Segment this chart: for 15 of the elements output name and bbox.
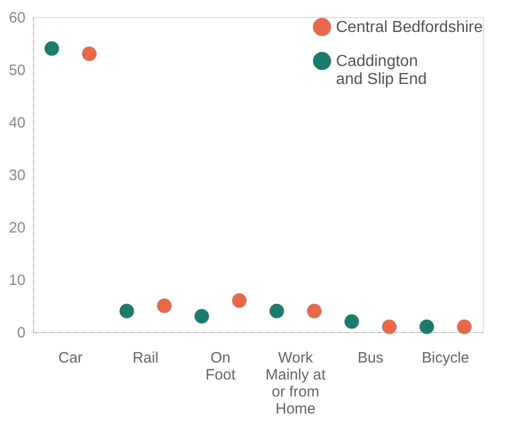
y-tick-label: 60 — [8, 10, 26, 26]
x-tick-label: Rail — [132, 350, 158, 366]
y-tick-label: 40 — [8, 114, 26, 132]
y-tick-label: 50 — [8, 62, 26, 79]
x-tick-label: Bicycle — [422, 350, 470, 366]
legend-label: Central Bedfordshire — [336, 19, 483, 36]
x-tick-label: Car — [58, 350, 83, 366]
y-tick-label: 20 — [8, 220, 26, 236]
x-tick-label: Work Mainly at or from Home — [265, 350, 326, 418]
y-tick-label: 10 — [8, 272, 26, 289]
y-tick-label: 0 — [17, 324, 26, 342]
x-tick-label: Bus — [358, 350, 384, 366]
x-tick-label: On Foot — [205, 350, 236, 384]
y-tick-label: 30 — [8, 167, 26, 184]
legend-label: Caddington and Slip End — [336, 53, 427, 88]
